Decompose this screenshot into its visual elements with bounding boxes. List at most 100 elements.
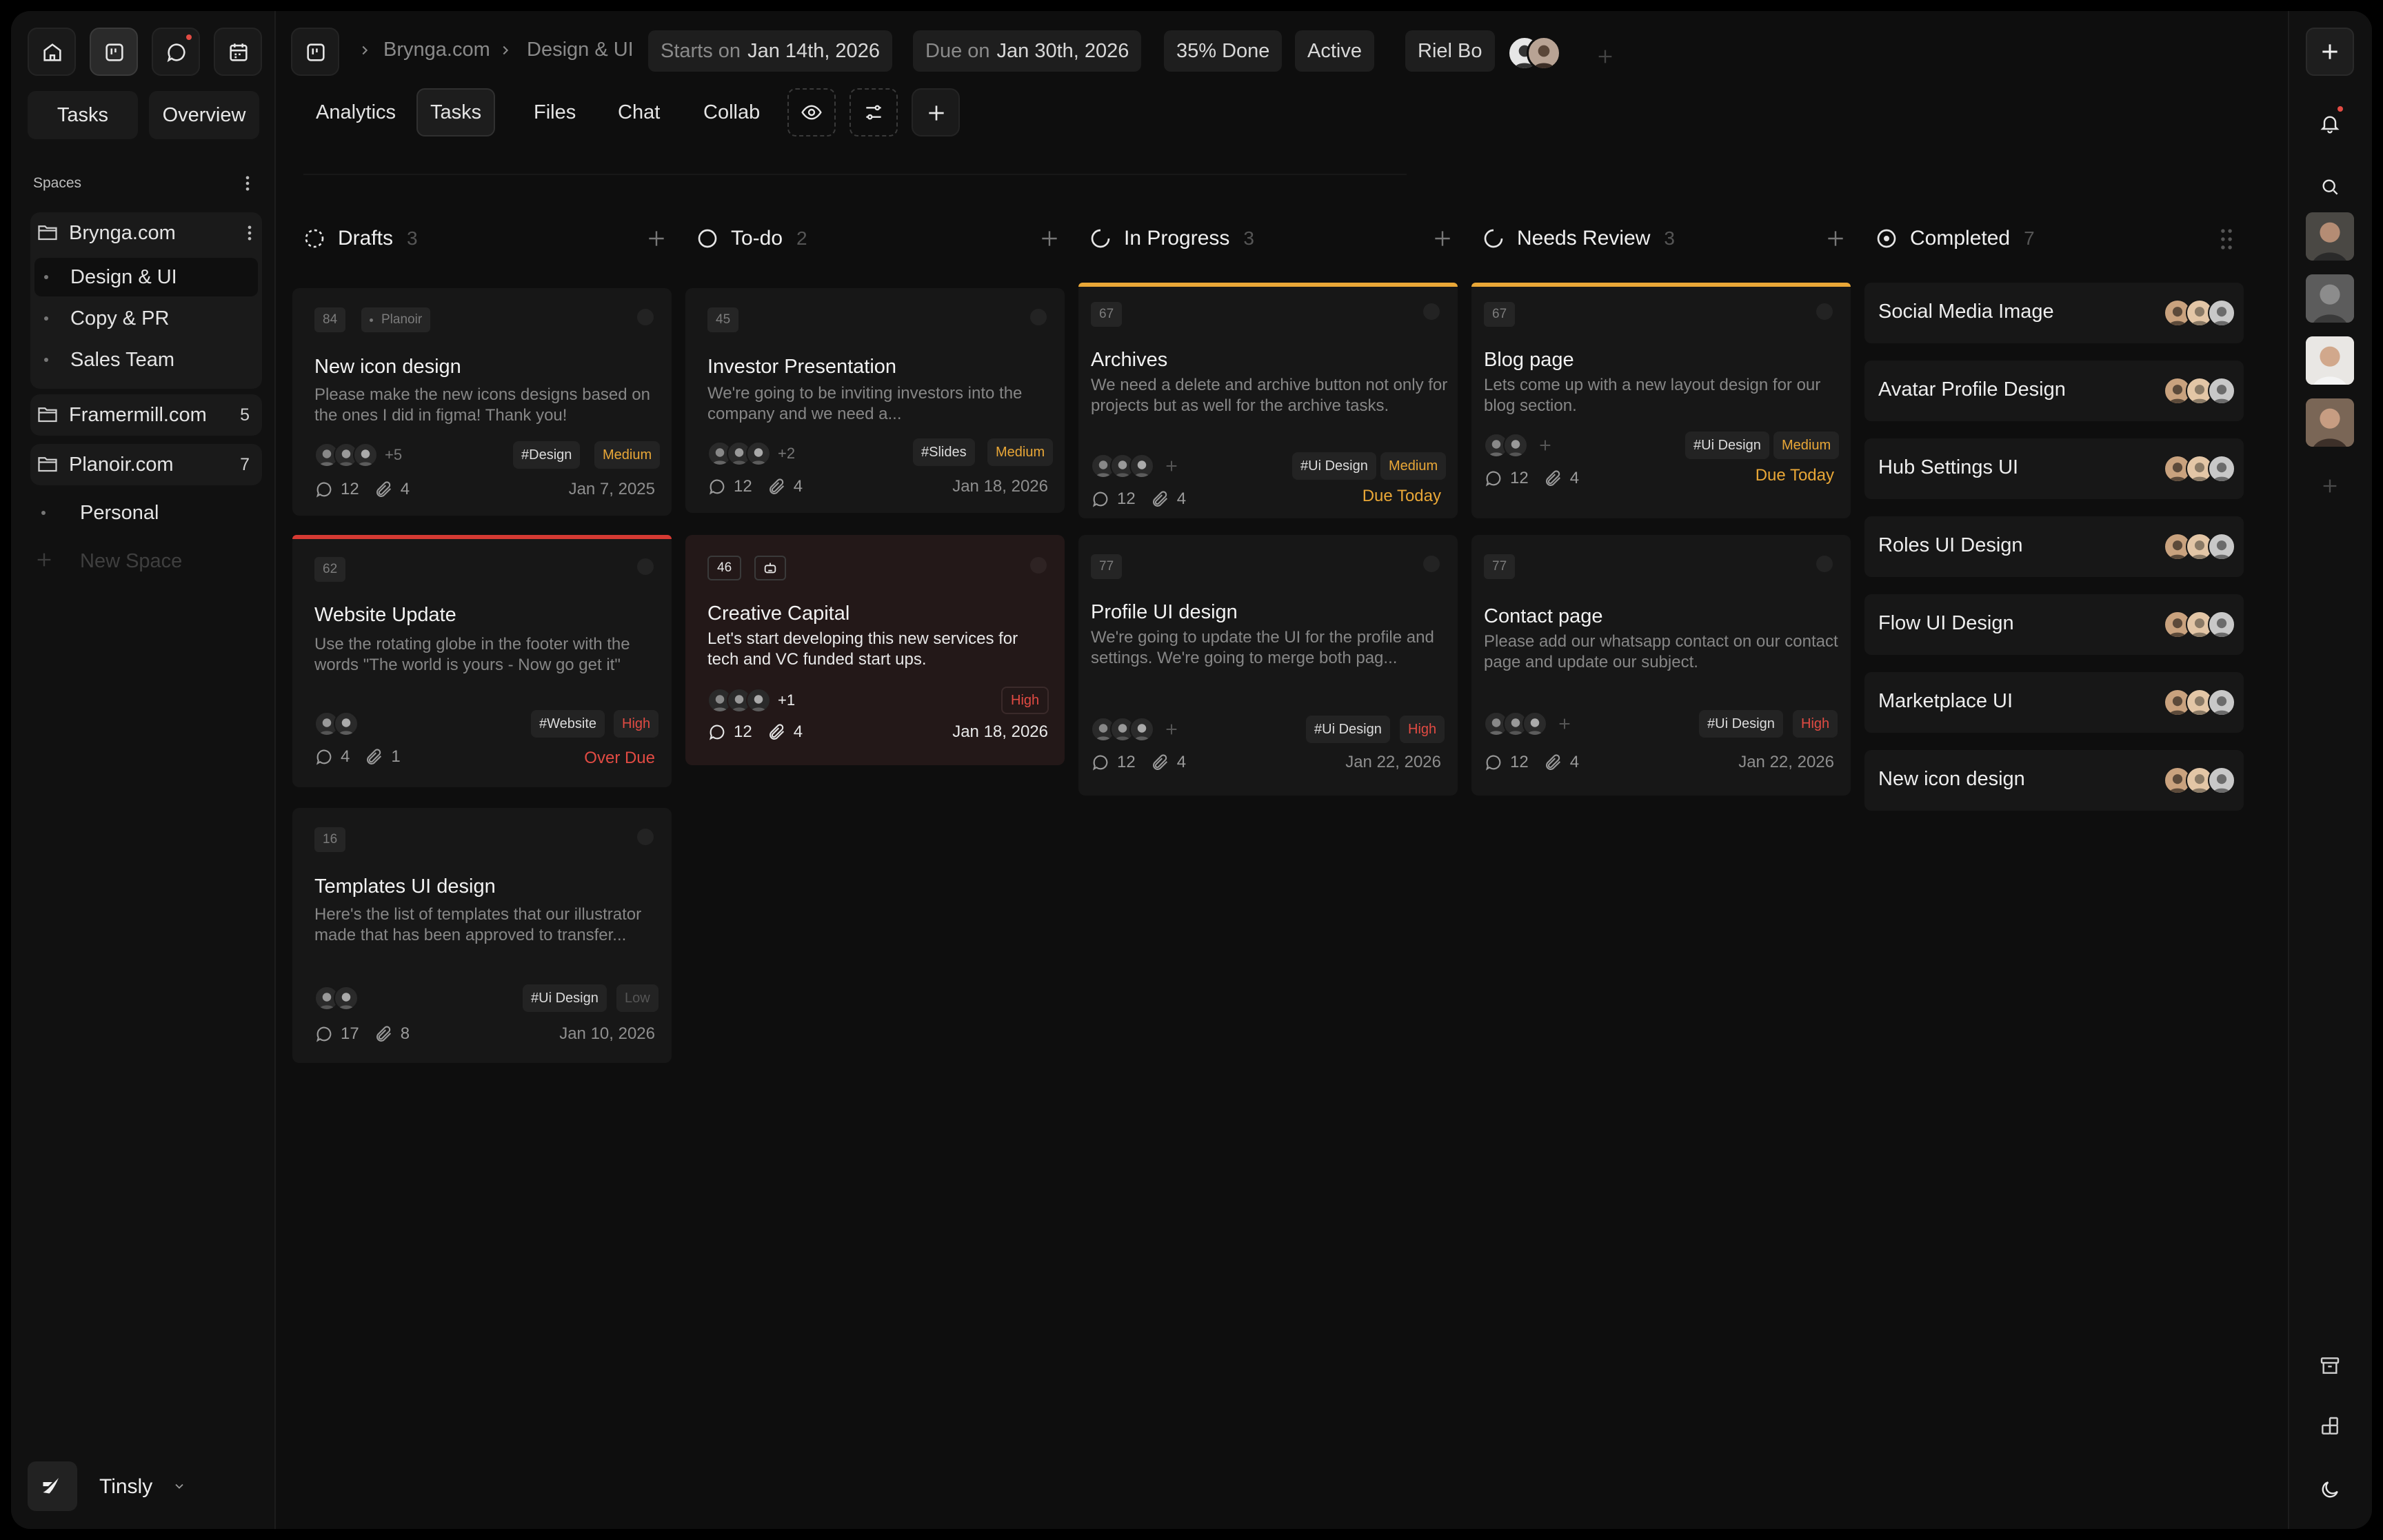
task-tag[interactable]: #Website bbox=[531, 710, 605, 738]
chat-button[interactable] bbox=[152, 28, 200, 76]
space-item-brynga[interactable]: Brynga.com bbox=[30, 212, 262, 254]
priority-tag[interactable]: Medium bbox=[987, 438, 1054, 466]
card-status-dot[interactable] bbox=[1423, 556, 1440, 572]
add-assignee-plus-icon[interactable] bbox=[1164, 722, 1179, 737]
theme-toggle-button[interactable] bbox=[2306, 1466, 2354, 1514]
member-avatar[interactable] bbox=[2306, 274, 2354, 323]
completed-task-card[interactable]: New icon design bbox=[1864, 750, 2244, 811]
owner-chip[interactable]: Riel Bo bbox=[1405, 30, 1495, 72]
sidebar-tab-tasks[interactable]: Tasks bbox=[28, 91, 138, 139]
card-status-dot[interactable] bbox=[1816, 556, 1833, 572]
task-tag[interactable]: #Ui Design bbox=[1699, 710, 1783, 738]
card-status-dot[interactable] bbox=[637, 558, 654, 575]
space-item-framermill[interactable]: Framermill.com 5 bbox=[30, 394, 262, 436]
assignee-avatars[interactable] bbox=[1091, 716, 1179, 743]
header-avatars[interactable] bbox=[1507, 36, 1561, 70]
task-tag[interactable]: #Ui Design bbox=[523, 984, 607, 1012]
member-avatar[interactable] bbox=[2306, 212, 2354, 261]
new-item-button[interactable] bbox=[2306, 28, 2354, 76]
spaces-more-icon[interactable] bbox=[243, 174, 252, 193]
card-status-dot[interactable] bbox=[637, 829, 654, 845]
add-task-plus-icon[interactable] bbox=[1038, 227, 1060, 250]
card-status-dot[interactable] bbox=[1816, 303, 1833, 320]
breadcrumb-space[interactable]: Brynga.com bbox=[383, 39, 490, 61]
priority-tag[interactable]: High bbox=[1400, 716, 1445, 743]
new-space-button[interactable]: New Space bbox=[30, 542, 262, 580]
calendar-button[interactable] bbox=[214, 28, 262, 76]
add-assignee-plus-icon[interactable] bbox=[1164, 458, 1179, 474]
archive-button[interactable] bbox=[2306, 1341, 2354, 1390]
tab-analytics[interactable]: Analytics bbox=[316, 101, 396, 123]
assignee-avatars[interactable]: +5 bbox=[314, 441, 402, 469]
tab-chat[interactable]: Chat bbox=[618, 101, 661, 123]
task-tag[interactable]: #Ui Design bbox=[1685, 432, 1769, 459]
priority-tag[interactable]: High bbox=[1001, 687, 1049, 714]
task-card[interactable]: 67 Blog page Lets come up with a new lay… bbox=[1471, 283, 1851, 518]
space-subitem-design-ui[interactable]: Design & UI bbox=[34, 258, 258, 296]
tab-tasks[interactable]: Tasks bbox=[416, 88, 496, 136]
card-status-dot[interactable] bbox=[1030, 557, 1047, 574]
search-button[interactable] bbox=[2306, 163, 2354, 211]
priority-tag[interactable]: Low bbox=[616, 984, 658, 1012]
assignee-avatars[interactable]: +2 bbox=[707, 440, 795, 467]
assignee-avatars[interactable] bbox=[2164, 533, 2235, 560]
task-card[interactable]: 67 Archives We need a delete and archive… bbox=[1078, 283, 1458, 518]
task-tag[interactable]: #Slides bbox=[913, 438, 975, 466]
space-item-planoir[interactable]: Planoir.com 7 bbox=[30, 444, 262, 485]
sidebar-tab-overview[interactable]: Overview bbox=[149, 91, 259, 139]
member-avatar[interactable] bbox=[2306, 336, 2354, 385]
task-card[interactable]: 16 Templates UI design Here's the list o… bbox=[292, 808, 672, 1063]
add-member-plus-icon[interactable] bbox=[1596, 47, 1615, 66]
add-assignee-plus-icon[interactable] bbox=[1557, 716, 1572, 731]
home-button[interactable] bbox=[28, 28, 76, 76]
task-card[interactable]: 77 Contact page Please add our whatsapp … bbox=[1471, 535, 1851, 796]
priority-tag[interactable]: High bbox=[614, 710, 659, 738]
member-avatar[interactable] bbox=[2306, 398, 2354, 447]
add-assignee-plus-icon[interactable] bbox=[1538, 438, 1553, 453]
space-subitem-sales-team[interactable]: Sales Team bbox=[34, 341, 258, 379]
completed-task-card[interactable]: Marketplace UI bbox=[1864, 672, 2244, 733]
task-card[interactable]: 77 Profile UI design We're going to upda… bbox=[1078, 535, 1458, 796]
task-tag[interactable]: #Design bbox=[513, 441, 581, 469]
add-task-plus-icon[interactable] bbox=[1824, 227, 1847, 250]
assignee-avatars[interactable] bbox=[314, 984, 359, 1012]
breadcrumb-project[interactable]: Design & UI bbox=[527, 39, 634, 61]
assignee-avatars[interactable] bbox=[2164, 611, 2235, 638]
space-item-personal[interactable]: Personal bbox=[30, 494, 262, 532]
priority-tag[interactable]: Medium bbox=[1773, 432, 1840, 459]
assignee-avatars[interactable] bbox=[314, 710, 359, 738]
card-status-dot[interactable] bbox=[637, 309, 654, 325]
due-date-chip[interactable]: Due on Jan 30th, 2026 bbox=[913, 30, 1142, 72]
task-card[interactable]: 84 Planoir New icon design Please make t… bbox=[292, 288, 672, 516]
workspace-switcher[interactable]: Tinsly bbox=[28, 1461, 234, 1511]
tab-files[interactable]: Files bbox=[534, 101, 576, 123]
completed-task-card[interactable]: Hub Settings UI bbox=[1864, 438, 2244, 499]
assignee-avatars[interactable]: +1 bbox=[707, 687, 795, 714]
card-status-dot[interactable] bbox=[1423, 303, 1440, 320]
assignee-avatars[interactable] bbox=[1091, 452, 1179, 480]
completed-task-card[interactable]: Roles UI Design bbox=[1864, 516, 2244, 577]
completed-task-card[interactable]: Flow UI Design bbox=[1864, 594, 2244, 655]
widgets-button[interactable] bbox=[2306, 1402, 2354, 1450]
assignee-avatars[interactable] bbox=[2164, 377, 2235, 405]
assignee-avatars[interactable] bbox=[2164, 689, 2235, 716]
add-task-plus-icon[interactable] bbox=[1431, 227, 1454, 250]
task-card[interactable]: 45 Investor Presentation We're going to … bbox=[685, 288, 1065, 513]
add-task-plus-icon[interactable] bbox=[645, 227, 667, 250]
task-tag[interactable]: #Ui Design bbox=[1306, 716, 1390, 743]
space-more-icon[interactable] bbox=[245, 223, 254, 243]
view-toggle-button[interactable] bbox=[787, 88, 836, 136]
start-date-chip[interactable]: Starts on Jan 14th, 2026 bbox=[648, 30, 892, 72]
board-button[interactable] bbox=[90, 28, 138, 76]
completed-task-card[interactable]: Avatar Profile Design bbox=[1864, 361, 2244, 421]
add-member-button[interactable] bbox=[2306, 462, 2354, 510]
card-status-dot[interactable] bbox=[1030, 309, 1047, 325]
drag-handle-icon[interactable] bbox=[2219, 227, 2234, 251]
priority-tag[interactable]: Medium bbox=[594, 441, 661, 469]
priority-tag[interactable]: High bbox=[1793, 710, 1838, 738]
tab-collab[interactable]: Collab bbox=[703, 101, 761, 123]
priority-tag[interactable]: Medium bbox=[1380, 452, 1447, 480]
completed-task-card[interactable]: Social Media Image bbox=[1864, 283, 2244, 343]
assignee-avatars[interactable] bbox=[1484, 432, 1553, 459]
status-chip[interactable]: Active bbox=[1295, 30, 1374, 72]
